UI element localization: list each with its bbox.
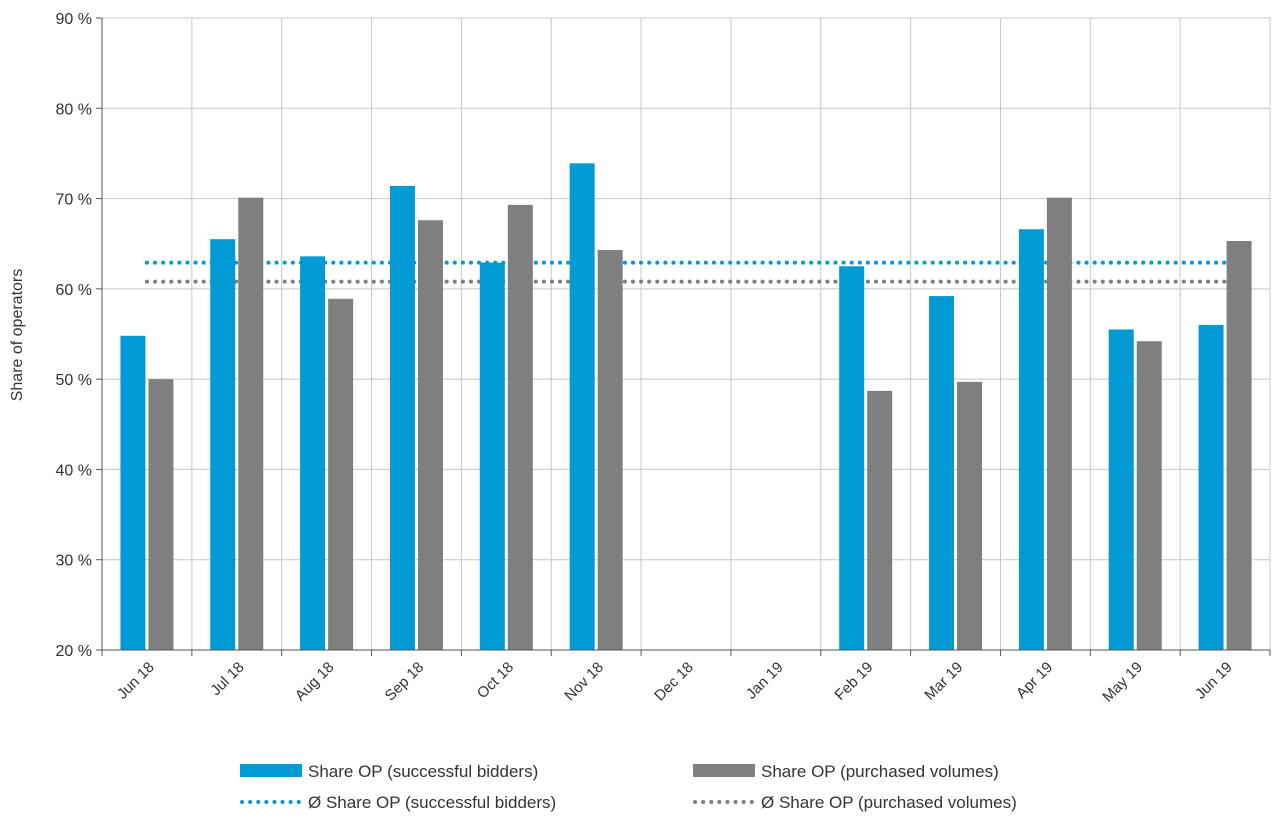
- x-tick-label: Sep 18: [382, 659, 428, 705]
- average-lines: [144, 260, 1228, 284]
- bar-purchased-volumes: [1046, 197, 1072, 650]
- bar-purchased-volumes: [1136, 341, 1162, 650]
- bar-purchased-volumes: [507, 204, 533, 651]
- legend-item: Share OP (successful bidders): [240, 762, 538, 781]
- x-tick-label: Jul 18: [207, 659, 247, 699]
- y-tick-label: 70 %: [56, 192, 92, 209]
- legend-item: Ø Share OP (successful bidders): [240, 793, 556, 812]
- bars: [120, 163, 1252, 651]
- legend-label: Ø Share OP (purchased volumes): [761, 793, 1017, 812]
- bar-successful-bidders: [1108, 329, 1134, 650]
- legend-swatch: [240, 764, 302, 777]
- y-tick-label: 60 %: [56, 282, 92, 299]
- bar-successful-bidders: [479, 262, 505, 650]
- x-tick-label: Aug 18: [292, 659, 338, 705]
- bar-purchased-volumes: [328, 298, 354, 650]
- y-axis-title: Share of operators: [9, 269, 26, 402]
- bar-successful-bidders: [389, 185, 415, 650]
- x-tick-label: Mar 19: [921, 659, 966, 704]
- bar-purchased-volumes: [238, 197, 264, 650]
- legend-item: Share OP (purchased volumes): [693, 762, 999, 781]
- y-tick-label: 20 %: [56, 643, 92, 660]
- y-tick-label: 40 %: [56, 462, 92, 479]
- bar-successful-bidders: [120, 335, 146, 650]
- y-tick-label: 50 %: [56, 372, 92, 389]
- legend-label: Share OP (successful bidders): [308, 762, 538, 781]
- bar-purchased-volumes: [148, 379, 174, 650]
- x-tick-label: Dec 18: [651, 659, 697, 705]
- legend-item: Ø Share OP (purchased volumes): [693, 793, 1017, 812]
- bar-successful-bidders: [1198, 324, 1224, 650]
- x-tick-label: Jun 18: [114, 659, 158, 703]
- x-tick-label: May 19: [1099, 659, 1146, 706]
- bar-successful-bidders: [929, 296, 955, 650]
- bar-successful-bidders: [569, 163, 595, 651]
- bar-purchased-volumes: [597, 250, 623, 650]
- legend-swatch: [693, 764, 755, 777]
- x-tick-label: Apr 19: [1013, 659, 1056, 702]
- y-tick-label: 90 %: [56, 11, 92, 28]
- legend: Share OP (successful bidders) Share OP (p…: [240, 762, 1017, 812]
- bar-purchased-volumes: [867, 390, 893, 650]
- x-tick-label: Feb 19: [831, 659, 876, 704]
- y-tick-label: 30 %: [56, 553, 92, 570]
- axes: 20 % 30 % 40 % 50 % 60 % 70 % 80 % 90 % Jun 18 Ju…: [56, 11, 1271, 706]
- x-tick-label: Jun 19: [1192, 659, 1236, 703]
- bar-successful-bidders: [210, 239, 236, 650]
- x-tick-label: Jan 19: [743, 659, 787, 703]
- x-tick-label: Nov 18: [561, 659, 607, 705]
- x-tick-label: Oct 18: [474, 659, 517, 702]
- bar-purchased-volumes: [417, 220, 443, 651]
- gridlines: [102, 17, 1271, 650]
- bar-purchased-volumes: [957, 381, 983, 650]
- y-tick-label: 80 %: [56, 101, 92, 118]
- bar-successful-bidders: [300, 256, 326, 650]
- bar-purchased-volumes: [1226, 241, 1252, 650]
- legend-label: Ø Share OP (successful bidders): [308, 793, 556, 812]
- bar-successful-bidders: [839, 266, 865, 650]
- bar-successful-bidders: [1018, 229, 1044, 651]
- legend-label: Share OP (purchased volumes): [761, 762, 999, 781]
